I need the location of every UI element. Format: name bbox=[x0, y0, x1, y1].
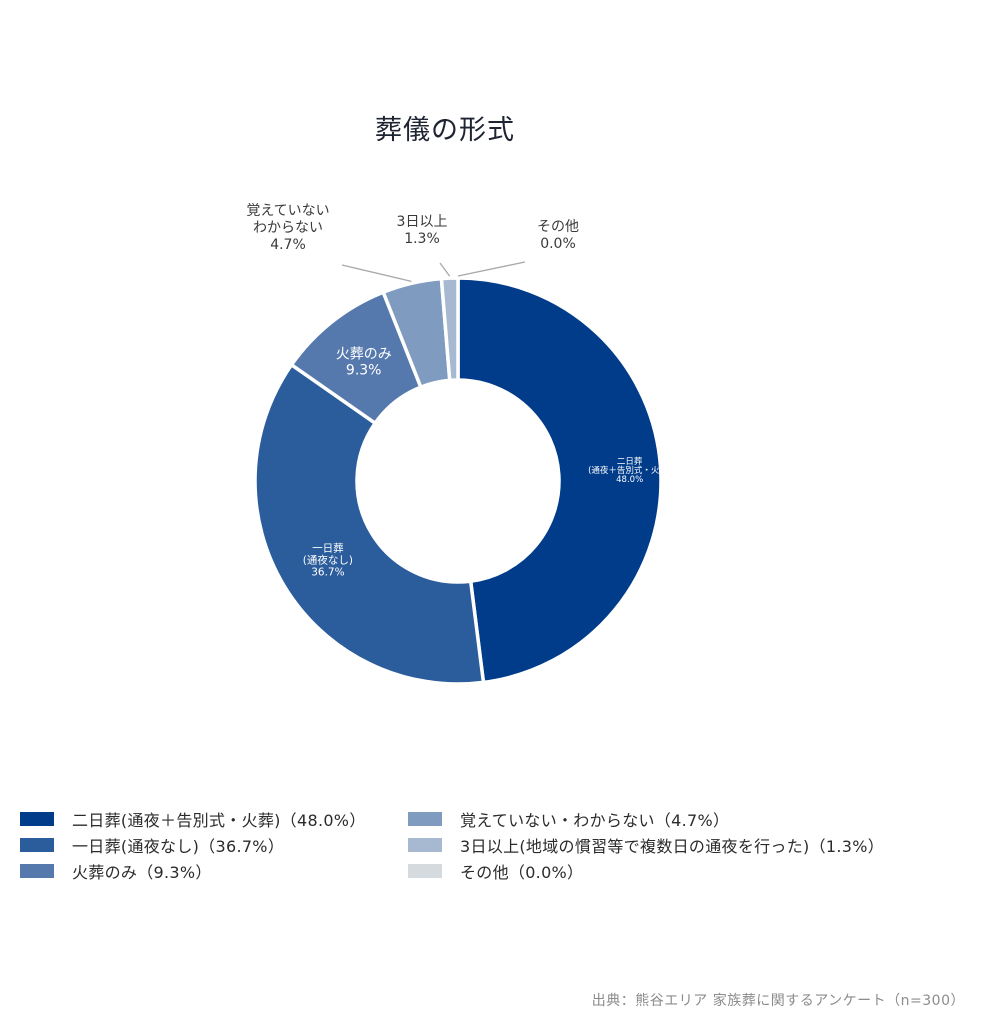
legend-label-1: 一日葬(通夜なし)（36.7%） bbox=[72, 837, 285, 856]
slice-label-1-line-2: 36.7% bbox=[311, 566, 344, 578]
source-note: 出典：熊谷エリア 家族葬に関するアンケート（n=300） bbox=[591, 993, 965, 1009]
slice-label-4-line-1: 1.3% bbox=[404, 231, 440, 247]
legend-swatch-3 bbox=[408, 812, 442, 826]
legend-item-5: その他（0.0%） bbox=[408, 860, 583, 882]
donut-slice-4 bbox=[439, 276, 460, 383]
legend-item-1: 一日葬(通夜なし)（36.7%） bbox=[20, 834, 284, 856]
legend-label-4: 3日以上(地域の慣習等で複数日の通夜を行った)（1.3%） bbox=[460, 837, 885, 856]
slice-label-1-line-0: 一日葬 bbox=[312, 542, 344, 554]
slice-label-2-line-1: 9.3% bbox=[346, 363, 382, 379]
slice-label-4-line-0: 3日以上 bbox=[397, 214, 448, 230]
slice-label-5-line-1: 0.0% bbox=[540, 236, 576, 252]
slice-label-0-line-2: 48.0% bbox=[616, 475, 643, 485]
slice-label-3-line-0: 覚えていない bbox=[246, 203, 329, 219]
legend-label-3: 覚えていない・わからない（4.7%） bbox=[460, 811, 730, 830]
legend-item-4: 3日以上(地域の慣習等で複数日の通夜を行った)（1.3%） bbox=[408, 834, 884, 856]
donut-slice-0 bbox=[456, 276, 663, 685]
leader-line-3 bbox=[341, 264, 412, 283]
donut-slice-1 bbox=[253, 363, 486, 686]
legend-swatch-2 bbox=[20, 864, 54, 878]
slice-label-5-line-0: その他 bbox=[537, 219, 579, 235]
donut-chart: 二日葬(通夜＋告別式・火葬)48.0% 一日葬(通夜なし)36.7% 火葬のみ9.3… bbox=[246, 203, 671, 686]
slice-label-0-line-0: 二日葬 bbox=[617, 456, 643, 467]
slices-layer bbox=[253, 276, 663, 686]
legend-item-0: 二日葬(通夜＋告別式・火葬)（48.0%） bbox=[20, 808, 366, 830]
legend-label-0: 二日葬(通夜＋告別式・火葬)（48.0%） bbox=[72, 811, 366, 830]
chart-title: 葬儀の形式 bbox=[375, 115, 515, 146]
slice-label-1-line-1: (通夜なし) bbox=[303, 553, 353, 566]
legend-label-2: 火葬のみ（9.3%） bbox=[72, 863, 212, 882]
leader-lines-layer bbox=[341, 261, 526, 283]
legend-swatch-1 bbox=[20, 838, 54, 852]
slice-label-0-line-1: (通夜＋告別式・火葬) bbox=[588, 465, 671, 476]
legend-swatch-0 bbox=[20, 812, 54, 826]
legend-label-5: その他（0.0%） bbox=[460, 863, 584, 882]
slice-label-2-line-0: 火葬のみ bbox=[336, 347, 392, 363]
slice-labels-layer: 二日葬(通夜＋告別式・火葬)48.0% 一日葬(通夜なし)36.7% 火葬のみ9.3… bbox=[246, 203, 671, 578]
legend-swatch-5 bbox=[408, 864, 442, 878]
leader-line-5 bbox=[457, 261, 526, 277]
legend-item-2: 火葬のみ（9.3%） bbox=[20, 860, 212, 882]
leader-line-4 bbox=[439, 262, 451, 277]
legend-swatch-4 bbox=[408, 838, 442, 852]
legend-item-3: 覚えていない・わからない（4.7%） bbox=[408, 808, 729, 830]
slice-label-3-line-2: 4.7% bbox=[270, 237, 306, 253]
slice-label-3-line-1: わからない bbox=[253, 220, 323, 236]
